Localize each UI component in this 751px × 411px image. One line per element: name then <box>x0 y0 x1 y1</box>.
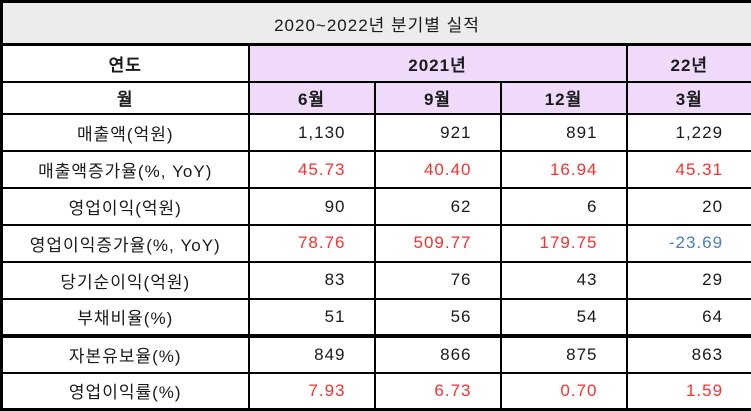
month-col-1: 9월 <box>373 80 502 116</box>
row-label: 영업이익률(%) <box>0 371 250 411</box>
value-cell: 509.77 <box>373 223 502 263</box>
table-title-row: 2020~2022년 분기별 실적 <box>0 0 751 47</box>
value-cell: 54 <box>499 297 628 337</box>
value-cell: 0.70 <box>499 371 628 411</box>
row-label: 영업이익증가율(%, YoY) <box>0 223 250 263</box>
value-cell: 64 <box>625 297 751 337</box>
table-title: 2020~2022년 분기별 실적 <box>0 0 751 47</box>
month-header-row: 월 6월 9월 12월 3월 <box>0 80 751 116</box>
value-cell: 90 <box>247 187 376 226</box>
value-cell: 1,229 <box>625 113 751 153</box>
value-cell: -23.69 <box>625 223 751 263</box>
year-header-label: 연도 <box>0 43 250 83</box>
table-row-revenue: 매출액(억원) 1,130 921 891 1,229 <box>0 113 751 153</box>
year-group-2021: 2021년 <box>247 43 628 83</box>
value-cell: 56 <box>373 297 502 337</box>
table-row-operating-profit: 영업이익(억원) 90 62 6 20 <box>0 187 751 226</box>
value-cell: 875 <box>499 333 628 374</box>
month-col-2: 12월 <box>499 80 628 116</box>
row-label: 매출액증가율(%, YoY) <box>0 150 250 190</box>
table-row-revenue-growth: 매출액증가율(%, YoY) 45.73 40.40 16.94 45.31 <box>0 150 751 190</box>
value-cell: 1.59 <box>625 371 751 411</box>
row-label: 자본유보율(%) <box>0 333 250 374</box>
row-label: 당기순이익(억원) <box>0 260 250 300</box>
value-cell: 6 <box>499 187 628 226</box>
row-label: 매출액(억원) <box>0 113 250 153</box>
value-cell: 179.75 <box>499 223 628 263</box>
table-row-operating-margin: 영업이익률(%) 7.93 6.73 0.70 1.59 <box>0 371 751 411</box>
value-cell: 20 <box>625 187 751 226</box>
year-header-row: 연도 2021년 22년 <box>0 43 751 83</box>
value-cell: 43 <box>499 260 628 300</box>
value-cell: 1,130 <box>247 113 376 153</box>
value-cell: 78.76 <box>247 223 376 263</box>
value-cell: 62 <box>373 187 502 226</box>
value-cell: 921 <box>373 113 502 153</box>
month-col-3: 3월 <box>625 80 751 116</box>
table-row-operating-profit-growth: 영업이익증가율(%, YoY) 78.76 509.77 179.75 -23.… <box>0 223 751 263</box>
value-cell: 83 <box>247 260 376 300</box>
value-cell: 29 <box>625 260 751 300</box>
value-cell: 45.31 <box>625 150 751 190</box>
value-cell: 866 <box>373 333 502 374</box>
value-cell: 16.94 <box>499 150 628 190</box>
year-group-22: 22년 <box>625 43 751 83</box>
value-cell: 863 <box>625 333 751 374</box>
month-col-0: 6월 <box>247 80 376 116</box>
value-cell: 45.73 <box>247 150 376 190</box>
value-cell: 7.93 <box>247 371 376 411</box>
value-cell: 40.40 <box>373 150 502 190</box>
row-label: 부채비율(%) <box>0 297 250 337</box>
value-cell: 849 <box>247 333 376 374</box>
value-cell: 51 <box>247 297 376 337</box>
table-row-net-income: 당기순이익(억원) 83 76 43 29 <box>0 260 751 300</box>
value-cell: 76 <box>373 260 502 300</box>
table-row-debt-ratio: 부채비율(%) 51 56 54 64 <box>0 297 751 337</box>
month-header-label: 월 <box>0 80 250 116</box>
value-cell: 6.73 <box>373 371 502 411</box>
row-label: 영업이익(억원) <box>0 187 250 226</box>
table-row-retained-earnings-ratio: 자본유보율(%) 849 866 875 863 <box>0 333 751 374</box>
value-cell: 891 <box>499 113 628 153</box>
